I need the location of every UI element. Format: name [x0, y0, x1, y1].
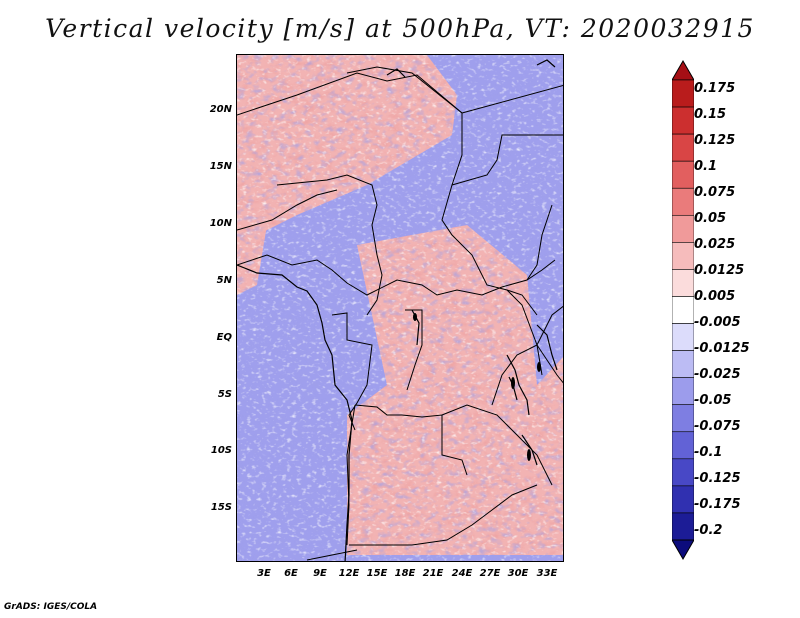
colorbar-label: -0.125: [694, 471, 741, 486]
lon-label-12e: 12E: [338, 568, 360, 579]
velocity-field: [237, 55, 563, 561]
colorbar-bin: [672, 485, 694, 514]
lat-label-15n: 15N: [209, 161, 232, 172]
colorbar-bin: [672, 323, 694, 351]
colorbar-bin: [672, 242, 694, 270]
lon-label-24e: 24E: [451, 568, 473, 579]
lon-label-15e: 15E: [366, 568, 388, 579]
colorbar-bin: [672, 458, 694, 487]
colorbar-bin: [672, 404, 694, 433]
map-panel: [236, 54, 564, 562]
colorbar-label: 0.005: [694, 289, 736, 304]
colorbar-bin: [672, 79, 694, 108]
lon-label-33e: 33E: [536, 568, 558, 579]
colorbar-bin: [672, 269, 694, 297]
lat-label-20n: 20N: [209, 104, 232, 115]
colorbar-bin: [672, 133, 694, 162]
chart-title: Vertical velocity [m/s] at 500hPa, VT: 2…: [45, 14, 755, 43]
lat-label-10n: 10N: [209, 218, 232, 229]
colorbar: [672, 60, 694, 560]
colorbar-bin: [672, 214, 694, 243]
colorbar-bin: [672, 296, 694, 324]
colorbar-bin: [672, 106, 694, 135]
colorbar-label: 0.1: [694, 159, 718, 174]
colorbar-label: 0.075: [694, 185, 736, 200]
colorbar-label: 0.175: [694, 81, 736, 96]
colorbar-label: 0.05: [694, 211, 727, 226]
lat-label-15s: 15S: [210, 502, 232, 513]
colorbar-top-arrow: [672, 60, 694, 81]
colorbar-bin: [672, 377, 694, 406]
lon-label-18e: 18E: [394, 568, 416, 579]
colorbar-bin: [672, 160, 694, 189]
colorbar-label: -0.075: [694, 419, 741, 434]
colorbar-label: -0.005: [694, 315, 741, 330]
footer-credit: GrADS: IGES/COLA: [4, 602, 98, 612]
colorbar-bin: [672, 350, 694, 378]
colorbar-label: -0.05: [694, 393, 732, 408]
colorbar-label: 0.125: [694, 133, 736, 148]
lon-label-9e: 9E: [313, 568, 327, 579]
lat-label-5n: 5N: [216, 275, 232, 286]
lat-label-eq: EQ: [216, 332, 232, 343]
colorbar-label: -0.025: [694, 367, 741, 382]
colorbar-bin: [672, 187, 694, 216]
lon-label-27e: 27E: [479, 568, 501, 579]
lon-label-21e: 21E: [422, 568, 444, 579]
colorbar-bin: [672, 512, 694, 541]
lon-label-6e: 6E: [284, 568, 298, 579]
colorbar-bottom-arrow: [672, 539, 694, 560]
lat-label-5s: 5S: [217, 389, 232, 400]
lon-label-30e: 30E: [507, 568, 529, 579]
colorbar-label: -0.175: [694, 497, 741, 512]
lat-label-10s: 10S: [210, 445, 232, 456]
colorbar-label: -0.2: [694, 523, 723, 538]
colorbar-label: 0.15: [694, 107, 727, 122]
colorbar-label: -0.0125: [694, 341, 750, 356]
lon-label-3e: 3E: [257, 568, 271, 579]
colorbar-label: 0.025: [694, 237, 736, 252]
colorbar-bin: [672, 431, 694, 460]
colorbar-label: 0.0125: [694, 263, 745, 278]
colorbar-label: -0.1: [694, 445, 723, 460]
